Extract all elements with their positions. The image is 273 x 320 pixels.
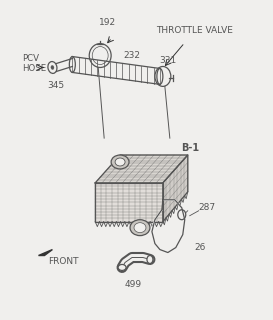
Text: 331: 331 bbox=[159, 56, 176, 65]
Ellipse shape bbox=[111, 155, 129, 169]
Text: 232: 232 bbox=[123, 51, 141, 60]
Polygon shape bbox=[38, 250, 52, 255]
Ellipse shape bbox=[147, 255, 153, 263]
Ellipse shape bbox=[51, 66, 54, 69]
Polygon shape bbox=[95, 183, 163, 222]
Text: 499: 499 bbox=[124, 280, 142, 289]
Polygon shape bbox=[163, 155, 188, 222]
Ellipse shape bbox=[157, 68, 163, 84]
Text: 192: 192 bbox=[99, 18, 116, 27]
Polygon shape bbox=[95, 155, 188, 183]
Text: PCV
HOSE: PCV HOSE bbox=[23, 54, 47, 73]
Polygon shape bbox=[152, 200, 185, 252]
Text: 287: 287 bbox=[198, 203, 215, 212]
Ellipse shape bbox=[130, 220, 150, 236]
Ellipse shape bbox=[115, 158, 125, 166]
Ellipse shape bbox=[134, 223, 146, 233]
Ellipse shape bbox=[118, 264, 126, 270]
Text: 26: 26 bbox=[194, 243, 205, 252]
Ellipse shape bbox=[69, 57, 75, 72]
Text: THROTTLE VALVE: THROTTLE VALVE bbox=[156, 26, 233, 35]
Text: FRONT: FRONT bbox=[48, 257, 79, 266]
Text: B-1: B-1 bbox=[181, 143, 199, 153]
Text: 345: 345 bbox=[47, 81, 64, 90]
